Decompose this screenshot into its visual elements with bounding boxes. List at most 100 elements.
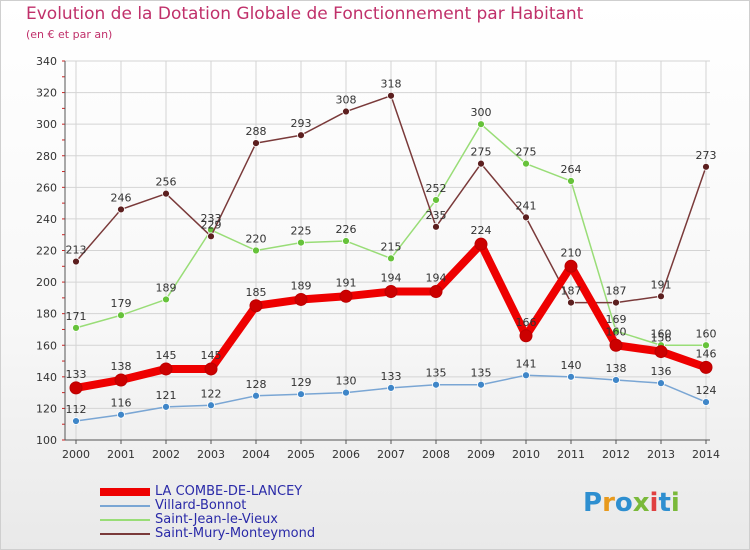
data-point [72, 417, 80, 425]
data-point [342, 107, 350, 116]
x-tick-label: 2002 [152, 448, 180, 461]
x-tick-label: 2013 [647, 448, 675, 461]
data-label: 189 [156, 281, 177, 294]
data-point [162, 295, 170, 304]
chart-title: Evolution de la Dotation Globale de Fonc… [26, 4, 584, 24]
data-label: 288 [246, 125, 267, 138]
data-label: 160 [651, 327, 672, 340]
data-label: 122 [201, 387, 222, 400]
data-label: 191 [651, 278, 672, 291]
y-tick-label: 160 [36, 339, 57, 352]
x-tick-label: 2004 [242, 448, 270, 461]
data-label: 146 [696, 347, 717, 360]
data-point [432, 222, 440, 231]
y-tick-label: 100 [36, 434, 57, 447]
data-point [117, 410, 125, 419]
legend-swatch [100, 488, 150, 496]
data-label: 124 [696, 384, 717, 397]
data-label: 121 [156, 389, 177, 402]
data-point [297, 131, 305, 140]
x-tick-label: 2011 [557, 448, 585, 461]
data-point [432, 380, 440, 389]
x-tick-label: 2007 [377, 448, 405, 461]
data-point [612, 376, 620, 384]
data-label: 264 [561, 163, 582, 176]
data-point [567, 177, 575, 185]
data-label: 308 [336, 94, 357, 107]
legend-swatch [100, 519, 150, 521]
data-point [477, 380, 485, 389]
data-label: 194 [426, 272, 447, 285]
data-point [162, 402, 170, 411]
legend-label: Saint-Mury-Monteymond [155, 526, 316, 541]
data-point [654, 345, 668, 359]
x-tick-label: 2000 [62, 448, 90, 461]
legend-label: Saint-Jean-le-Vieux [155, 512, 278, 527]
data-label: 252 [426, 182, 447, 195]
data-label: 160 [696, 327, 717, 340]
x-tick-label: 2001 [107, 448, 135, 461]
data-label: 156 [651, 332, 672, 345]
data-label: 171 [66, 310, 87, 323]
data-label: 293 [291, 117, 312, 130]
data-label: 133 [66, 368, 87, 381]
data-label: 213 [66, 244, 87, 257]
y-tick-label: 120 [36, 402, 57, 415]
data-label: 187 [561, 285, 582, 298]
y-tick-label: 240 [36, 213, 57, 226]
x-tick-label: 2014 [692, 448, 720, 461]
legend-label: LA COMBE-DE-LANCEY [155, 484, 303, 499]
data-label: 318 [381, 78, 402, 91]
data-point [387, 91, 395, 100]
data-point [69, 381, 83, 395]
data-point [429, 285, 443, 299]
data-point [384, 285, 398, 299]
x-tick-label: 2008 [422, 448, 450, 461]
data-label: 225 [291, 225, 312, 238]
data-label: 135 [471, 367, 492, 380]
data-label: 140 [561, 359, 582, 372]
chart-subtitle: (en € et par an) [26, 28, 113, 41]
data-point [114, 373, 128, 387]
y-tick-label: 140 [36, 371, 57, 384]
data-point [477, 120, 485, 129]
data-point [567, 298, 575, 307]
data-label: 145 [201, 349, 222, 362]
data-label: 233 [201, 212, 222, 225]
data-point [72, 323, 80, 332]
data-point [252, 391, 260, 400]
data-point [522, 213, 530, 222]
data-point [297, 390, 305, 399]
x-tick-label: 2003 [197, 448, 225, 461]
x-tick-label: 2009 [467, 448, 495, 461]
data-point [72, 257, 80, 266]
data-label: 226 [336, 223, 357, 236]
data-point [474, 237, 488, 251]
data-label: 215 [381, 240, 402, 253]
data-point [252, 139, 260, 148]
x-tick-label: 2010 [512, 448, 540, 461]
data-point [249, 299, 263, 313]
data-point [699, 360, 713, 374]
data-label: 112 [66, 403, 87, 416]
data-point [294, 292, 308, 306]
data-point [117, 205, 125, 214]
x-tick-label: 2012 [602, 448, 630, 461]
y-tick-label: 180 [36, 308, 57, 321]
y-tick-label: 260 [36, 181, 57, 194]
data-label: 129 [291, 376, 312, 389]
data-label: 138 [111, 360, 132, 373]
data-point [567, 372, 575, 381]
data-point [342, 237, 350, 245]
data-point [159, 362, 173, 376]
data-point [657, 292, 665, 301]
data-label: 275 [471, 146, 492, 159]
data-label: 187 [606, 285, 627, 298]
data-point [657, 379, 665, 388]
data-label: 224 [471, 224, 492, 237]
data-label: 273 [696, 149, 717, 162]
data-point [204, 362, 218, 376]
legend-swatch [100, 505, 150, 507]
